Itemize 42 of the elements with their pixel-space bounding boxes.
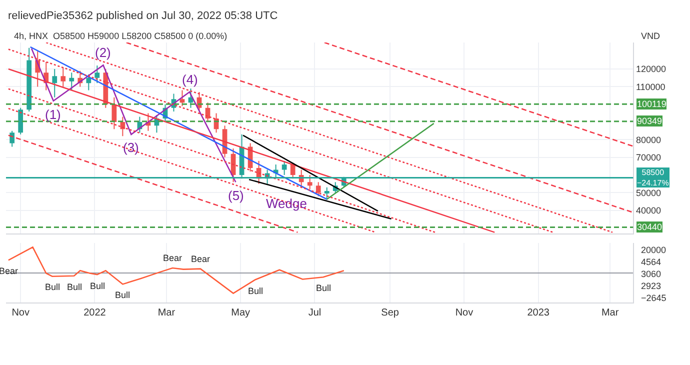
x-tick-label: Mar <box>158 307 176 318</box>
x-tick-label: Mar <box>601 307 620 318</box>
text: 2923 <box>641 281 662 291</box>
x-tick-label: 2023 <box>527 307 550 318</box>
chart-title: relievedPie35362 published on Jul 30, 2022 05:38 UTC <box>8 10 278 22</box>
text: 20000 <box>641 245 666 255</box>
ref-line-label: 58500 −24.17% <box>637 168 669 188</box>
y-tick-label: 40000 <box>636 206 661 216</box>
annotation: (2) <box>95 45 111 60</box>
annotation: Bear <box>0 266 18 276</box>
x-tick-label: May <box>231 307 250 318</box>
x-tick-label: Nov <box>455 307 474 318</box>
line-series <box>30 48 236 183</box>
annotation: Bull <box>115 290 130 300</box>
ref-line-label: 30440 <box>637 222 662 232</box>
y-tick-label: 110000 <box>636 82 666 92</box>
annotation: Bull <box>316 283 332 293</box>
x-tick-label: Nov <box>12 307 30 318</box>
x-tick-label: 2022 <box>84 307 106 318</box>
y-tick-label: 80000 <box>636 134 661 145</box>
chart-subtitle: 4h, HNX O58500 H59000 L58200 C58500 0 (0.00%) <box>14 31 228 41</box>
annotation: (1) <box>45 107 61 122</box>
annotation: Bull <box>45 282 60 292</box>
annotation: Bull <box>248 286 264 296</box>
y-tick-label: 70000 <box>636 152 661 163</box>
y-axis-title: VND <box>641 31 660 41</box>
annotation: Bull <box>90 281 106 291</box>
annotation: (4) <box>182 72 198 87</box>
x-tick-label: Jul <box>308 307 322 318</box>
text: −2645 <box>641 293 666 303</box>
text: 3060 <box>641 269 662 279</box>
ref-line-label: 90349 <box>637 116 662 126</box>
ref-line-label: 100119 <box>637 99 666 109</box>
y-tick-label: 120000 <box>636 64 666 74</box>
y-tick-label: 50000 <box>636 188 661 198</box>
text: 4564 <box>641 257 662 267</box>
x-tick-label: Sep <box>381 307 400 318</box>
annotation: (3) <box>123 140 139 155</box>
annotation: Bear <box>163 253 182 263</box>
annotation: Bull <box>67 282 82 292</box>
annotation: (5) <box>228 188 244 203</box>
annotation: Bear <box>191 254 210 264</box>
